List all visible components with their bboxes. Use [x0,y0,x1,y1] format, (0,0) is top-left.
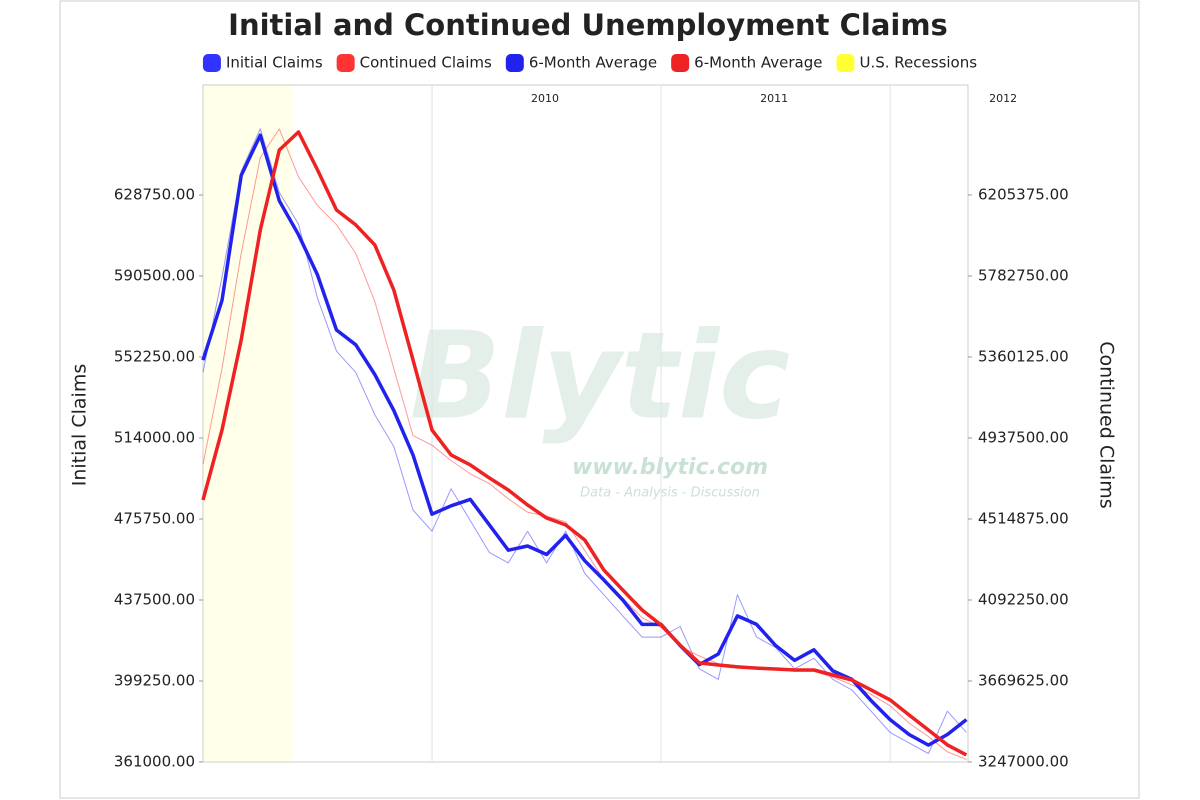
watermark-url: www.blytic.com [572,455,768,480]
y-tick-label: 590500.00 [114,267,195,285]
legend-label: 6-Month Average [529,54,657,72]
legend-swatch [836,54,855,72]
legend-swatch [505,54,524,72]
legend-swatch [336,54,355,72]
frame [59,0,1140,799]
recession-band [203,85,293,762]
y2-tick-label: 3669625.00 [978,671,1069,689]
legend-label: U.S. Recessions [860,54,978,72]
y2-tick-label: 5360125.00 [978,347,1069,365]
y2-tick-label: 4514875.00 [978,509,1069,527]
y2-tick-label: 4092250.00 [978,590,1069,608]
y2-tick-label: 5782750.00 [978,266,1069,284]
legend-swatch [671,54,690,72]
watermark: Blytic [410,308,790,447]
average-line [201,130,968,757]
y-tick-label: 475750.00 [114,510,195,528]
legend-label: 6-Month Average [694,54,822,72]
y2-axis-title: Continued Claims [1096,341,1118,508]
y-axis-title: Initial Claims [69,364,91,487]
watermark-tagline: Data - Analysis - Discussion [580,486,760,501]
plot-area: Blytic www.blytic.com Data - Analysis - Di… [114,84,1069,771]
y-tick-label: 361000.00 [114,753,195,771]
y-tick-label: 437500.00 [114,591,195,609]
y-tick-label: 552250.00 [114,348,195,366]
y-tick-label: 514000.00 [114,429,195,447]
x-tick-label: 2010 [531,92,559,105]
legend-label: Continued Claims [360,54,492,72]
series-line [202,128,967,754]
y-tick-label: 628750.00 [114,186,195,204]
y2-tick-label: 6205375.00 [978,185,1069,203]
legend: Initial Claims Continued Claims 6-Month Av… [202,54,978,72]
average-line [201,133,968,747]
x-tick-label: 2012 [989,92,1017,105]
legend-swatch [202,54,221,72]
x-tick-label: 2011 [760,92,788,105]
y2-tick-label: 3247000.00 [978,753,1069,771]
y2-tick-label: 4937500.00 [978,428,1069,446]
y-tick-label: 399250.00 [114,672,195,690]
series-line [202,128,967,760]
chart-title: Initial and Continued Unemployment Claim… [228,8,948,42]
legend-label: Initial Claims [226,54,323,72]
